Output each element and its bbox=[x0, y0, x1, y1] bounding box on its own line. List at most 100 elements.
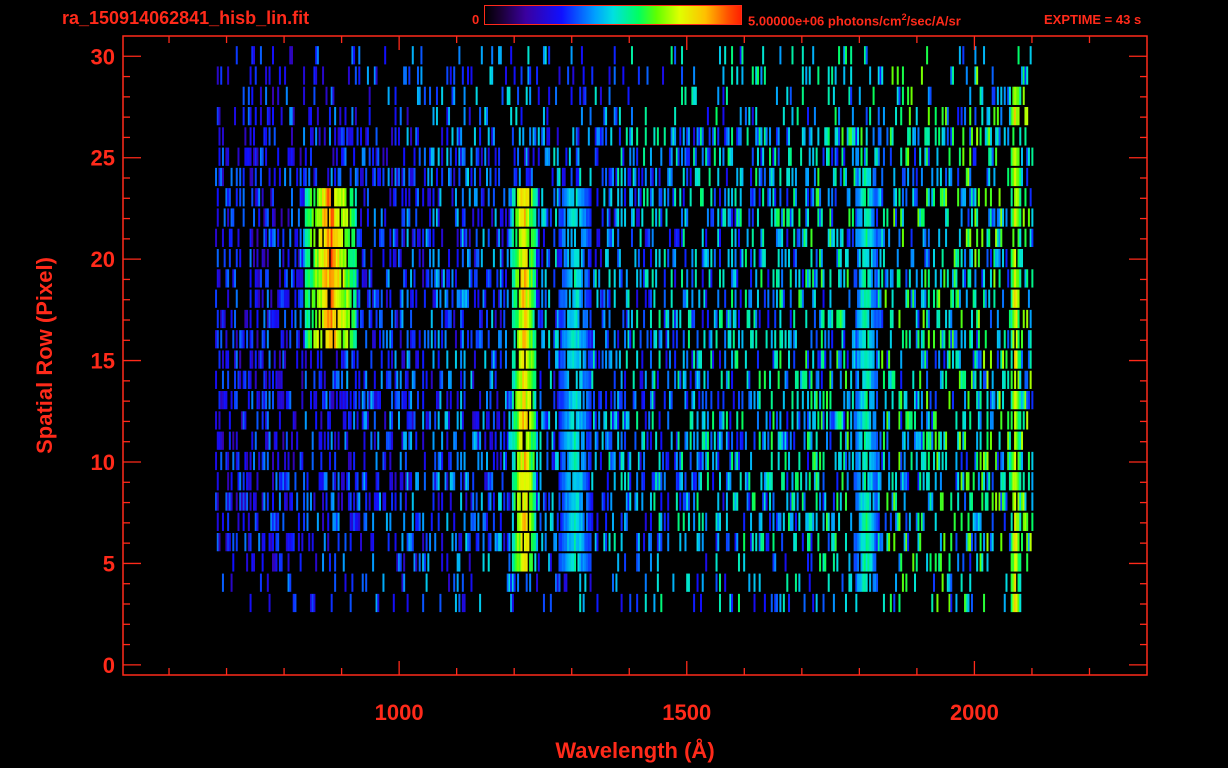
heat-cell bbox=[294, 593, 297, 613]
heat-cell bbox=[256, 228, 259, 247]
heat-cell bbox=[372, 147, 375, 166]
heat-cell bbox=[917, 330, 920, 349]
heat-cell bbox=[335, 147, 338, 166]
heat-cell bbox=[220, 391, 223, 410]
heat-cell bbox=[344, 208, 347, 227]
heat-cell bbox=[832, 86, 835, 105]
heat-cell bbox=[672, 309, 675, 329]
heat-cell bbox=[541, 188, 544, 207]
heat-cell bbox=[649, 431, 652, 450]
heat-cell bbox=[346, 330, 349, 349]
heat-cell bbox=[955, 269, 958, 288]
heat-cell bbox=[803, 593, 806, 613]
heat-cell bbox=[216, 249, 219, 268]
heat-cell bbox=[663, 472, 666, 491]
heat-cell bbox=[470, 492, 473, 511]
heat-cell bbox=[948, 330, 951, 349]
heat-cell bbox=[344, 350, 347, 369]
heat-cell bbox=[244, 370, 247, 389]
heat-cell bbox=[354, 309, 357, 329]
heat-cell bbox=[375, 472, 378, 491]
heat-cell bbox=[905, 533, 908, 552]
heat-cell bbox=[651, 411, 654, 430]
heat-cell bbox=[950, 167, 953, 187]
heat-cell bbox=[882, 147, 885, 166]
heat-cell bbox=[380, 309, 383, 329]
heat-cell bbox=[487, 330, 490, 349]
heat-cell bbox=[962, 269, 965, 288]
heat-cell bbox=[356, 350, 359, 369]
heat-cell bbox=[822, 472, 825, 491]
heat-cell bbox=[290, 46, 293, 65]
heat-cell bbox=[403, 512, 406, 531]
heat-cell bbox=[653, 472, 656, 491]
heat-cell bbox=[259, 46, 262, 65]
heat-cell bbox=[926, 391, 929, 410]
heat-cell bbox=[225, 330, 228, 349]
heat-cell bbox=[1014, 411, 1017, 430]
heat-cell bbox=[251, 431, 254, 450]
heat-cell bbox=[449, 167, 452, 187]
heat-cell bbox=[437, 350, 440, 369]
heat-cell bbox=[844, 451, 847, 471]
heat-cell bbox=[1003, 86, 1006, 105]
heat-cell bbox=[387, 350, 390, 369]
heat-cell bbox=[358, 66, 361, 85]
heat-cell bbox=[242, 512, 245, 531]
heat-cell bbox=[679, 188, 682, 207]
heat-cell bbox=[410, 411, 413, 430]
heat-cell bbox=[271, 391, 274, 410]
heat-cell bbox=[570, 249, 573, 268]
heat-cell bbox=[301, 350, 304, 369]
heat-cell bbox=[877, 228, 880, 247]
heat-cell bbox=[905, 512, 908, 531]
heat-cell bbox=[475, 533, 478, 552]
heat-cell bbox=[297, 249, 300, 268]
heat-cell bbox=[332, 147, 335, 166]
heat-cell bbox=[225, 451, 228, 471]
heat-cell bbox=[718, 472, 721, 491]
heat-cell bbox=[779, 512, 782, 531]
heat-cell bbox=[788, 208, 791, 227]
heat-cell bbox=[715, 309, 718, 329]
heat-cell bbox=[259, 573, 262, 592]
heat-cell bbox=[242, 188, 245, 207]
heat-cell bbox=[863, 188, 866, 207]
heat-cell bbox=[950, 289, 953, 308]
heat-cell bbox=[857, 391, 860, 410]
heat-cell bbox=[729, 330, 732, 349]
heat-cell bbox=[1017, 451, 1020, 471]
heat-cell bbox=[882, 593, 885, 613]
heat-cell bbox=[803, 127, 806, 146]
heat-cell bbox=[974, 249, 977, 268]
heat-cell bbox=[411, 411, 414, 430]
heat-cell bbox=[855, 573, 858, 592]
heat-cell bbox=[351, 573, 354, 592]
heat-cell bbox=[534, 411, 537, 430]
heat-cell bbox=[315, 330, 318, 349]
heat-cell bbox=[986, 249, 989, 268]
heat-cell bbox=[1022, 391, 1025, 410]
heat-cell bbox=[1021, 66, 1024, 85]
heat-cell bbox=[606, 228, 609, 247]
heat-cell bbox=[303, 228, 306, 247]
heat-cell bbox=[1015, 188, 1018, 207]
heat-cell bbox=[549, 593, 552, 613]
heat-cell bbox=[268, 370, 271, 389]
heat-cell bbox=[468, 249, 471, 268]
heat-cell bbox=[265, 208, 268, 227]
heat-cell bbox=[284, 66, 287, 85]
heat-cell bbox=[309, 208, 312, 227]
heat-cell bbox=[637, 533, 640, 552]
heat-cell bbox=[758, 188, 761, 207]
heat-cell bbox=[884, 512, 887, 531]
heat-cell bbox=[536, 472, 539, 491]
heat-cell bbox=[513, 330, 516, 349]
heat-cell bbox=[574, 553, 577, 572]
heat-cell bbox=[499, 451, 502, 471]
heat-cell bbox=[582, 309, 585, 329]
heat-cell bbox=[358, 228, 361, 247]
heat-cell bbox=[299, 147, 302, 166]
heat-cell bbox=[620, 472, 623, 491]
heat-cell bbox=[734, 492, 737, 511]
